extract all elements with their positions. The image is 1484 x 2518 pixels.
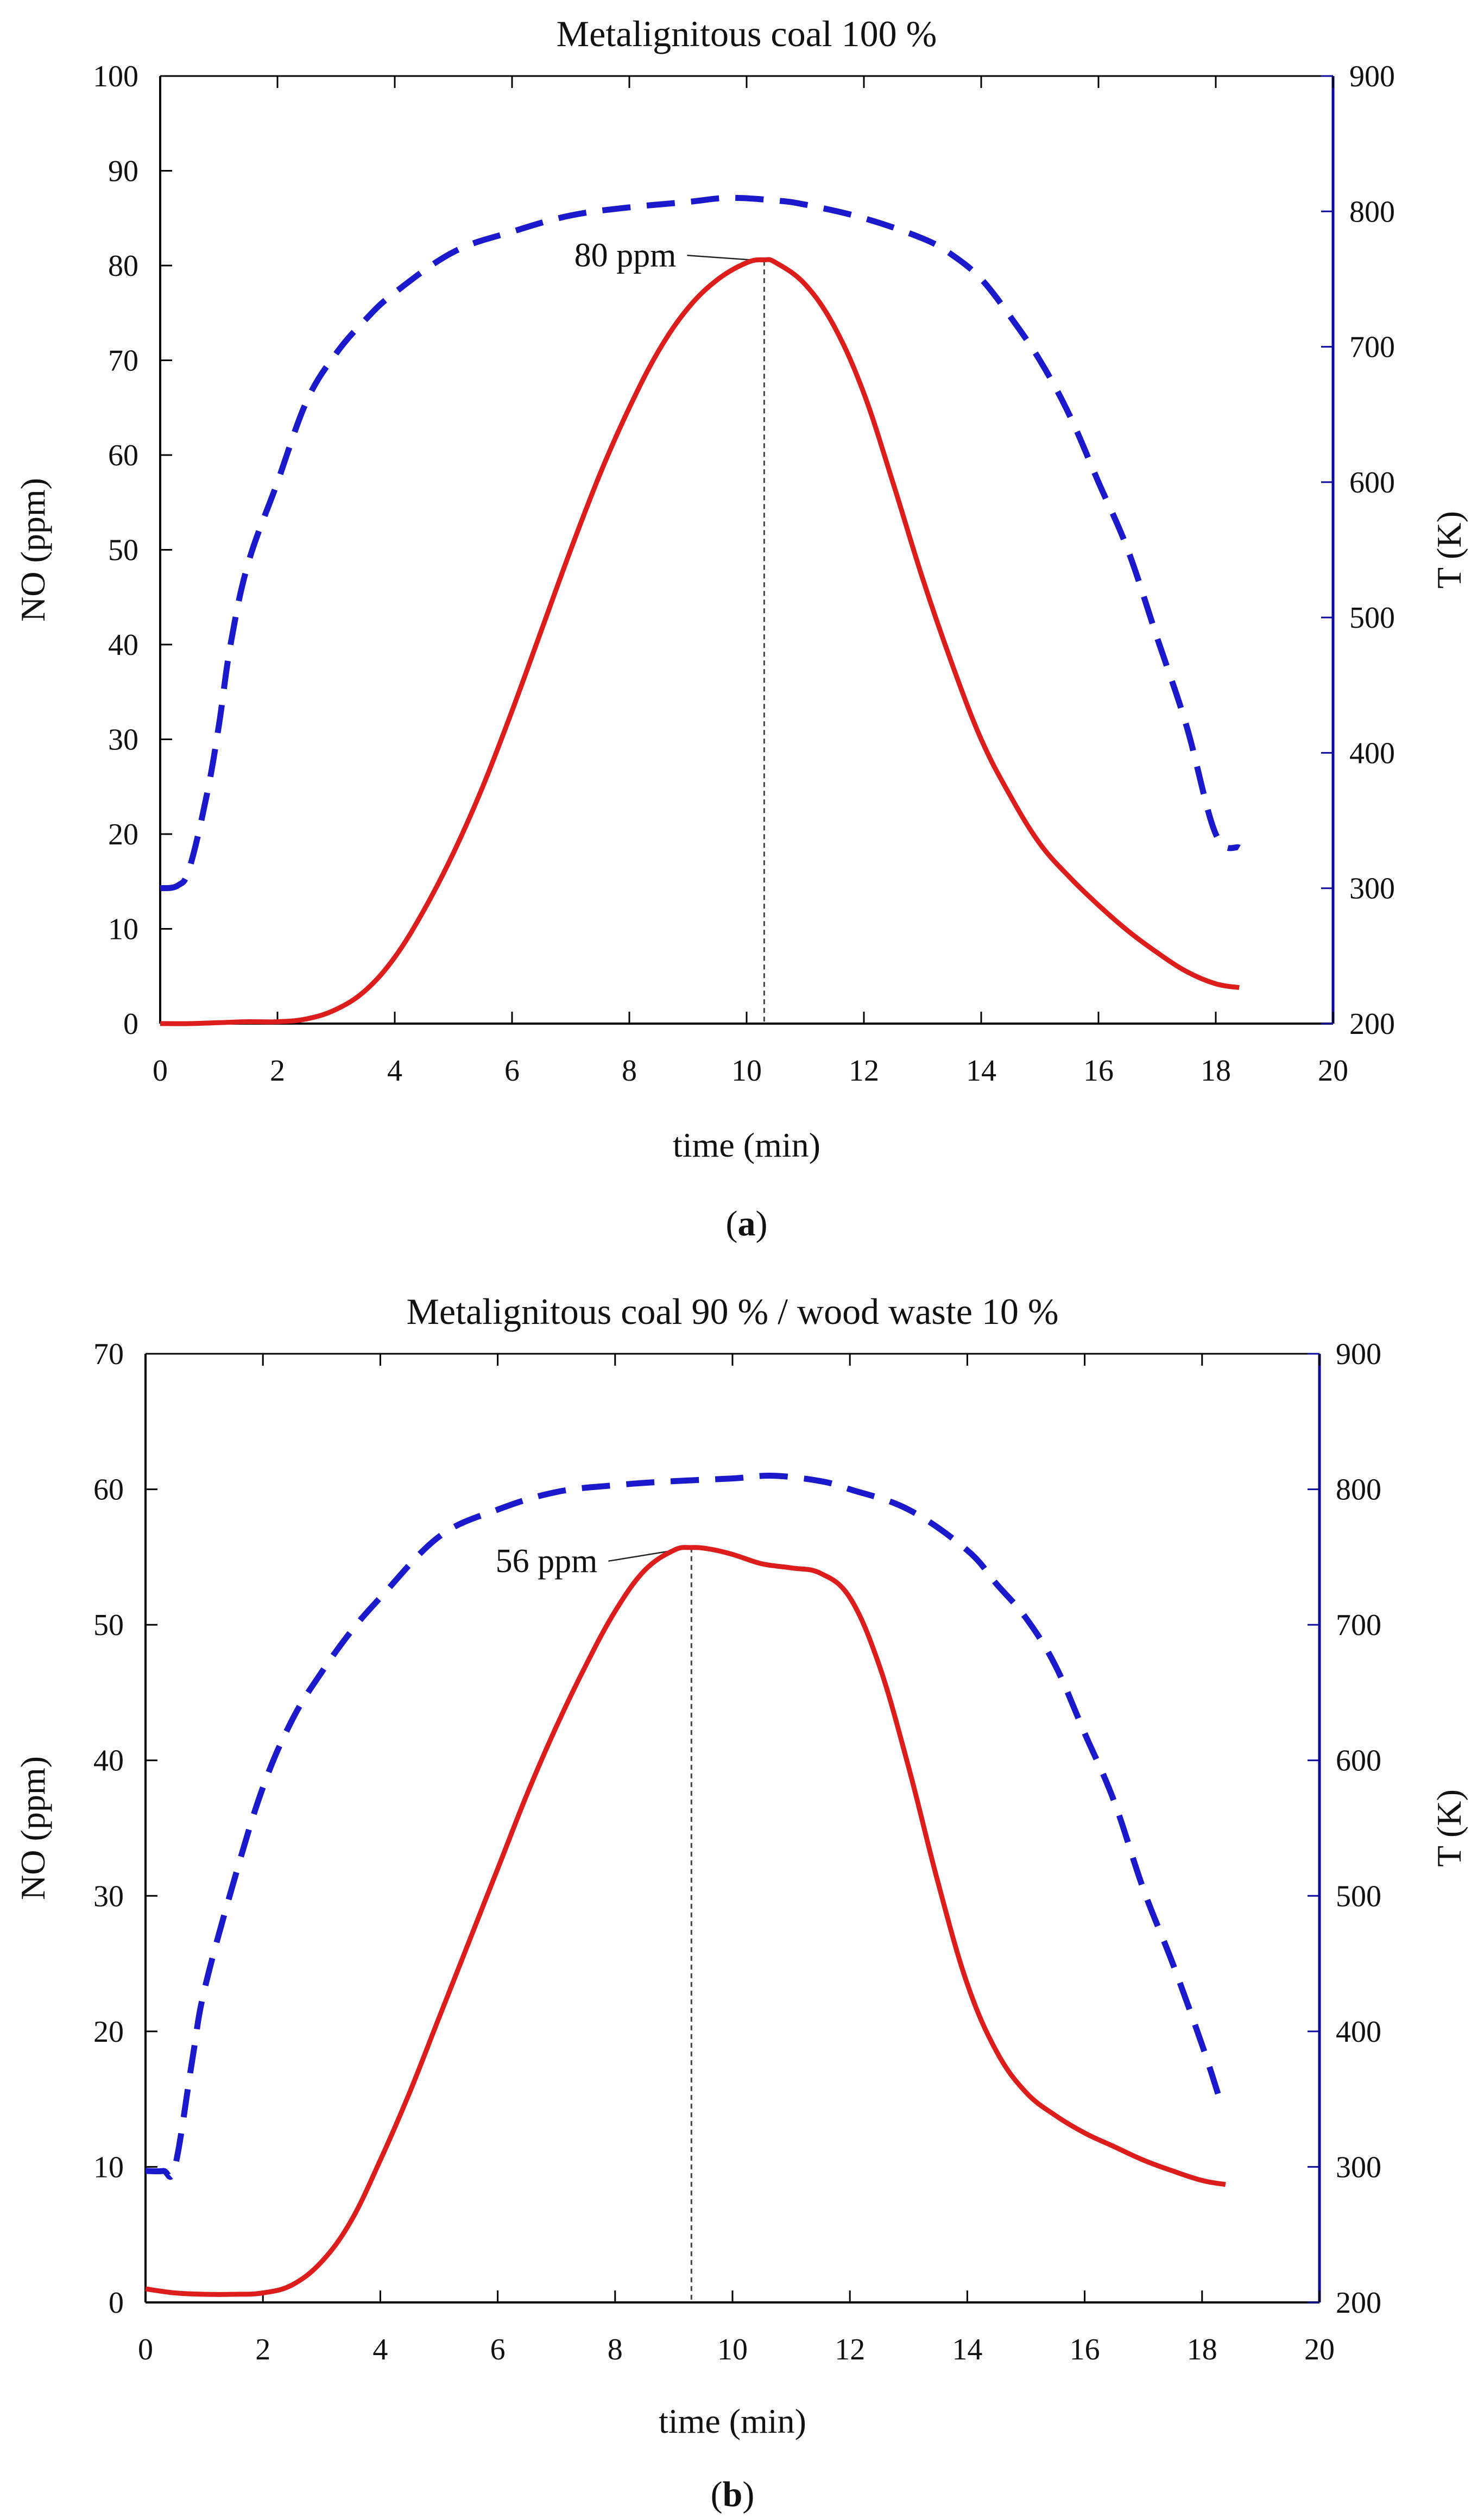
x-tick-label: 12	[835, 2333, 865, 2366]
y-tick-label: 30	[93, 1879, 124, 1913]
y-tick-label: 30	[108, 723, 138, 757]
x-tick-label: 2	[255, 2333, 270, 2366]
y2-tick-label: 500	[1336, 1879, 1381, 1913]
y-tick-label: 70	[93, 1337, 124, 1371]
x-tick-label: 16	[1083, 1054, 1114, 1088]
panel-label: (a)	[726, 1204, 768, 1244]
chart-panel-b: Metalignitous coal 90 % / wood waste 10 …	[14, 1291, 1468, 2514]
y-tick-label: 60	[108, 439, 138, 472]
y-axis-label: NO (ppm)	[14, 1756, 52, 1900]
x-tick-label: 6	[490, 2333, 506, 2366]
x-tick-label: 4	[387, 1054, 402, 1088]
y2-axis-label: T (K)	[1430, 1789, 1468, 1867]
x-tick-label: 10	[717, 2333, 748, 2366]
chart-title: Metalignitous coal 90 % / wood waste 10 …	[406, 1291, 1058, 1332]
x-axis-label: time (min)	[673, 1126, 820, 1164]
y-tick-label: 10	[108, 913, 138, 946]
y2-tick-label: 700	[1336, 1608, 1381, 1642]
panel-letter: b	[723, 2475, 743, 2514]
peak-annotation: 56 ppm	[496, 1543, 598, 1580]
panel-label: (b)	[711, 2475, 755, 2514]
x-tick-label: 0	[138, 2333, 153, 2366]
y2-tick-label: 400	[1336, 2015, 1381, 2049]
y-tick-label: 10	[93, 2150, 124, 2184]
x-tick-label: 14	[966, 1054, 996, 1088]
x-tick-label: 20	[1318, 1054, 1348, 1088]
panel-letter: a	[738, 1204, 756, 1244]
y-tick-label: 60	[93, 1473, 124, 1507]
y2-tick-label: 900	[1336, 1337, 1381, 1371]
chart-title: Metalignitous coal 100 %	[557, 13, 937, 54]
temperature-series-line	[145, 1472, 1223, 2180]
peak-annotation: 80 ppm	[574, 237, 677, 274]
y2-tick-label: 300	[1349, 872, 1395, 906]
y-tick-label: 20	[93, 2015, 124, 2049]
y-tick-label: 50	[93, 1608, 124, 1642]
temperature-series-line	[160, 194, 1241, 892]
y2-tick-label: 200	[1349, 1007, 1395, 1041]
x-tick-label: 18	[1201, 1054, 1231, 1088]
y2-tick-label: 800	[1349, 195, 1395, 229]
y-tick-label: 80	[108, 249, 138, 283]
y-tick-label: 40	[108, 628, 138, 662]
y2-tick-label: 800	[1336, 1473, 1381, 1507]
x-tick-label: 18	[1187, 2333, 1217, 2366]
y2-tick-label: 400	[1349, 736, 1395, 770]
chart-panel-a: Metalignitous coal 100 % 0 2 4 6 8 10 12 14 16 18 2…	[14, 13, 1468, 1244]
y2-tick-label: 600	[1349, 466, 1395, 500]
y-tick-label: 40	[93, 1744, 124, 1778]
y2-tick-label: 300	[1336, 2150, 1381, 2184]
y-tick-label: 20	[108, 818, 138, 851]
x-tick-label: 20	[1304, 2333, 1335, 2366]
x-tick-label: 14	[952, 2333, 982, 2366]
y-tick-label: 70	[108, 344, 138, 378]
no-series-line	[145, 1545, 1226, 2297]
y-tick-label: 50	[108, 534, 138, 567]
y-tick-label: 100	[93, 60, 138, 93]
y-tick-label: 0	[123, 1007, 138, 1041]
y2-tick-label: 900	[1349, 60, 1395, 93]
y2-tick-label: 200	[1336, 2286, 1381, 2320]
y-tick-label: 90	[108, 155, 138, 188]
x-tick-label: 0	[153, 1054, 168, 1088]
y-tick-label: 0	[109, 2286, 124, 2320]
y2-tick-label: 700	[1349, 331, 1395, 364]
x-axis-label: time (min)	[659, 2402, 806, 2440]
y2-axis-label: T (K)	[1430, 511, 1468, 589]
x-tick-label: 8	[622, 1054, 637, 1088]
x-tick-label: 10	[731, 1054, 762, 1088]
x-tick-label: 4	[372, 2333, 388, 2366]
x-tick-label: 6	[504, 1054, 520, 1088]
x-tick-label: 16	[1070, 2333, 1100, 2366]
y2-tick-label: 500	[1349, 601, 1395, 635]
y2-tick-label: 600	[1336, 1744, 1381, 1778]
x-tick-label: 12	[849, 1054, 879, 1088]
x-tick-label: 2	[270, 1054, 285, 1088]
y-axis-label: NO (ppm)	[14, 478, 52, 622]
x-tick-label: 8	[608, 2333, 623, 2366]
no-series-line	[160, 257, 1240, 1026]
